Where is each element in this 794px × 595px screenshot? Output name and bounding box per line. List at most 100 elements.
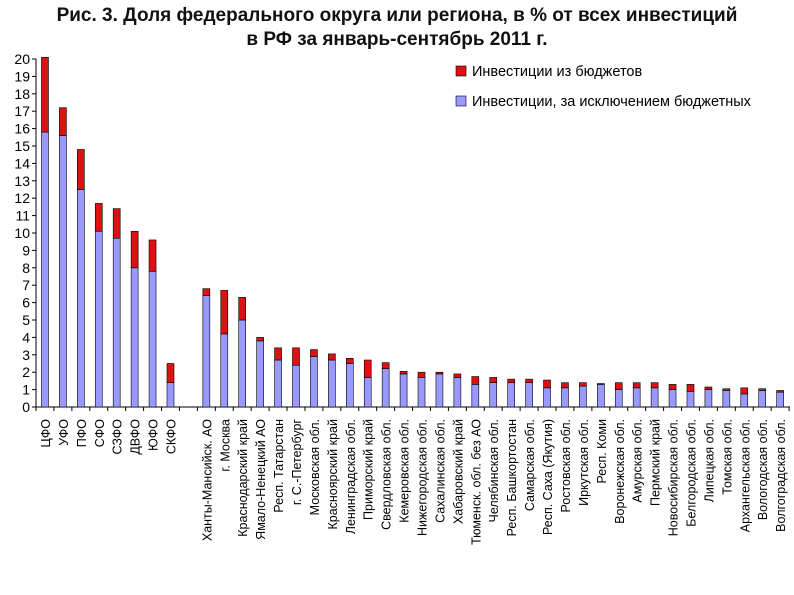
- bar-segment-budget: [668, 384, 677, 390]
- x-tick-label: Челябинская обл.: [487, 419, 501, 522]
- chart-bars: [41, 56, 784, 408]
- x-tick-label: Хабаровский край: [451, 419, 465, 524]
- bar-segment-budget: [328, 353, 336, 361]
- bar-segment-nonbudget: [363, 377, 372, 408]
- bar-segment-nonbudget: [148, 270, 157, 408]
- bar-segment-budget: [614, 382, 623, 390]
- bar-segment-nonbudget: [435, 373, 444, 408]
- bar-segment-budget: [632, 382, 641, 389]
- bar-segment-nonbudget: [417, 377, 426, 408]
- bar-segment-nonbudget: [399, 373, 408, 408]
- x-tick-label: Томская обл.: [720, 419, 734, 495]
- x-tick-label: Вологодская обл.: [756, 419, 770, 520]
- legend-label: Инвестиции из бюджетов: [472, 64, 642, 80]
- x-tick-label: СФО: [93, 419, 107, 448]
- y-tick-label: 6: [22, 295, 30, 311]
- bar-segment-budget: [148, 239, 157, 272]
- bar-segment-nonbudget: [220, 333, 229, 408]
- y-tick-label: 10: [14, 225, 30, 241]
- bar-segment-nonbudget: [543, 387, 551, 408]
- bar-segment-nonbudget: [166, 382, 175, 408]
- bar-segment-budget: [94, 203, 103, 232]
- x-tick-label: Респ. Саха (Якутия): [541, 419, 555, 535]
- y-tick-label: 3: [22, 347, 30, 363]
- x-tick-label: СЗФО: [111, 419, 125, 455]
- y-tick-label: 8: [22, 260, 30, 276]
- bar-segment-nonbudget: [758, 390, 767, 408]
- chart-title: Рис. 3. Доля федерального округа или рег…: [0, 4, 794, 52]
- x-tick-label: Тюменск. обл. без АО: [469, 419, 483, 545]
- bar-segment-nonbudget: [579, 385, 587, 408]
- chart-title-line2: в РФ за январь-сентябрь 2011 г.: [246, 29, 548, 50]
- bar-segment-nonbudget: [77, 189, 85, 408]
- x-tick-label: Липецкая обл.: [702, 419, 716, 502]
- bar-segment-budget: [41, 56, 49, 133]
- x-tick-label: Краснодарский край: [236, 419, 250, 537]
- legend-swatch: [455, 65, 467, 77]
- bar-segment-budget: [59, 107, 67, 136]
- x-tick-label: Московская обл.: [308, 419, 322, 515]
- x-tick-label: УФО: [57, 419, 71, 446]
- x-tick-label: Пермский край: [649, 419, 663, 506]
- y-tick-label: 7: [22, 277, 30, 293]
- x-tick-label: Архангельская обл.: [738, 419, 752, 532]
- bar-segment-budget: [130, 230, 139, 269]
- y-tick-label: 5: [22, 312, 30, 328]
- x-tick-label: Ленинградская обл.: [344, 419, 358, 534]
- legend-swatch: [455, 95, 467, 107]
- y-tick-label: 11: [15, 208, 30, 224]
- x-tick-label: г. Москва: [218, 419, 232, 472]
- bar-segment-nonbudget: [525, 382, 533, 408]
- bar-segment-budget: [112, 208, 121, 239]
- x-tick-label: Нижегородская обл.: [416, 419, 430, 536]
- bar-segment-nonbudget: [328, 359, 336, 408]
- bar-segment-nonbudget: [202, 295, 211, 408]
- x-tick-label: Самарская обл.: [523, 419, 537, 511]
- bar-segment-budget: [77, 149, 85, 190]
- bar-segment-nonbudget: [740, 393, 749, 408]
- bar-segment-nonbudget: [614, 389, 623, 408]
- bar-segment-budget: [220, 290, 229, 335]
- y-tick-label: 9: [22, 242, 30, 258]
- bar-segment-nonbudget: [776, 391, 784, 408]
- x-tick-label: Иркутская обл.: [577, 419, 591, 506]
- bar-segment-budget: [489, 377, 498, 383]
- bar-segment-nonbudget: [722, 390, 731, 408]
- bar-segment-budget: [399, 371, 408, 375]
- bar-segment-budget: [256, 337, 264, 342]
- bar-segment-nonbudget: [94, 230, 103, 408]
- bar-segment-budget: [274, 347, 282, 361]
- chart-legend: Инвестиции из бюджетов Инвестиции, за иск…: [455, 64, 752, 110]
- y-tick-label: 16: [14, 121, 30, 137]
- y-tick-label: 20: [14, 51, 30, 67]
- bar-segment-nonbudget: [668, 389, 677, 408]
- bar-segment-budget: [435, 371, 444, 375]
- bar-segment-nonbudget: [561, 387, 569, 408]
- chart-axes: [32, 58, 790, 411]
- bar-segment-budget: [597, 383, 605, 385]
- bar-segment-nonbudget: [41, 131, 49, 408]
- bar-segment-nonbudget: [130, 267, 139, 408]
- bar-segment-budget: [345, 357, 354, 364]
- x-tick-label: Кемеровская обл.: [398, 419, 412, 523]
- bar-segment-nonbudget: [310, 356, 318, 408]
- bar-segment-budget: [292, 347, 300, 366]
- bar-segment-nonbudget: [381, 368, 390, 408]
- bar-segment-nonbudget: [274, 359, 282, 408]
- bar-segment-budget: [202, 288, 211, 296]
- bar-segment-nonbudget: [256, 340, 264, 408]
- y-tick-label: 19: [14, 68, 30, 84]
- x-tick-label: Сахалинская обл.: [433, 419, 447, 523]
- x-tick-label: Белгородская обл.: [684, 419, 698, 527]
- bar-segment-nonbudget: [686, 391, 695, 408]
- y-tick-label: 13: [14, 173, 30, 189]
- bar-segment-nonbudget: [59, 135, 67, 408]
- x-tick-label: ПФО: [75, 419, 89, 447]
- bar-segment-budget: [579, 382, 587, 387]
- legend-label: Инвестиции, за исключением бюджетных: [472, 94, 752, 110]
- x-tick-label: Амурская обл.: [631, 419, 645, 503]
- bar-segment-nonbudget: [471, 384, 480, 408]
- x-tick-label: Красноярский край: [326, 419, 340, 530]
- x-tick-label: Ростовская обл.: [559, 419, 573, 513]
